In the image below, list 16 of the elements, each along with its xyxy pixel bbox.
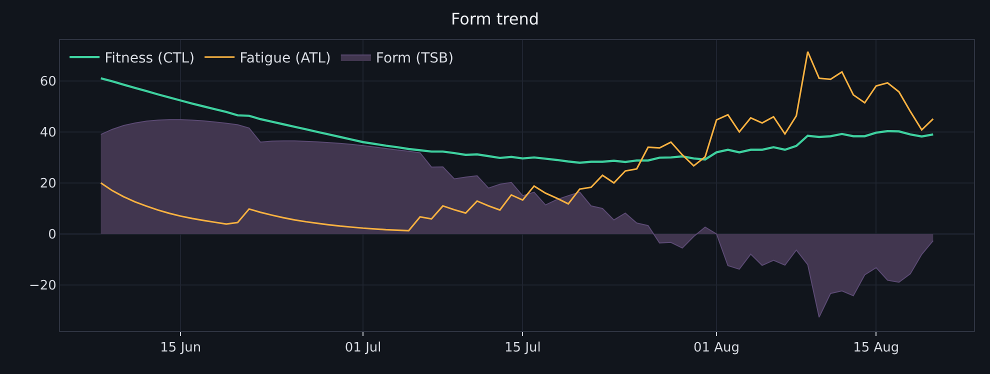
chart-title: Form trend (450, 9, 540, 28)
y-tick-label: 20 (40, 176, 56, 192)
y-tick-label: −20 (28, 278, 56, 294)
x-tick-label: 15 Aug (853, 340, 900, 356)
x-tick-label: 01 Aug (693, 340, 740, 356)
y-tick-label: 0 (48, 228, 56, 243)
legend-label: Fatigue (ATL) (240, 50, 331, 67)
line-series (100, 77, 934, 164)
x-tick-label: 15 Jul (504, 340, 541, 356)
x-tick-label: 15 Jun (160, 340, 202, 356)
line-series (100, 50, 934, 232)
legend-label: Form (TSB) (376, 50, 454, 67)
y-tick-label: 40 (40, 125, 56, 140)
legend-label: Fitness (CTL) (104, 50, 195, 67)
y-tick-label: 60 (40, 74, 56, 90)
x-tick-label: 01 Jul (344, 340, 382, 356)
